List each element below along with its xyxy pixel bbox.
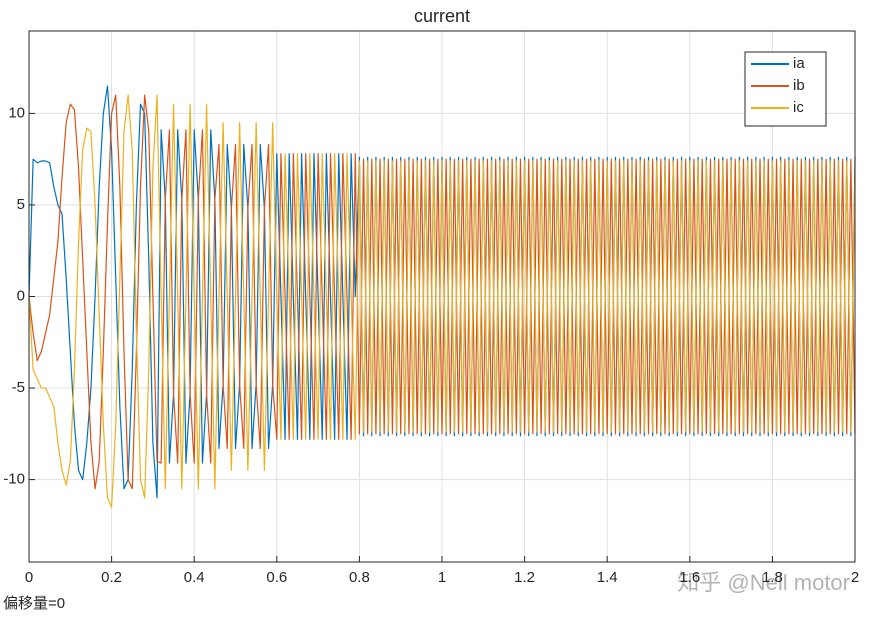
x-tick-label: 1.2	[514, 569, 535, 586]
x-tick-label: 0.6	[266, 569, 287, 586]
series-line	[28, 94, 856, 508]
x-tick-label: 0.8	[349, 569, 370, 586]
x-tick-label: 1.6	[679, 569, 700, 586]
x-tick-label: 1.4	[597, 569, 618, 586]
x-tick-label: 2	[851, 569, 859, 586]
x-tick-label: 0.2	[101, 569, 122, 586]
x-tick-label: 1.8	[762, 569, 783, 586]
legend: ia ib ic	[744, 51, 827, 127]
watermark: 知乎 @Neil motor	[677, 570, 850, 595]
legend-label: ia	[793, 55, 805, 72]
x-tick-label: 0	[25, 569, 33, 586]
y-tick-label: 5	[17, 196, 25, 213]
y-tick-label: -5	[12, 379, 25, 396]
y-tick-label: -10	[3, 471, 25, 488]
x-tick-label: 1	[438, 569, 446, 586]
chart-title: current	[414, 6, 470, 26]
legend-label: ib	[793, 77, 805, 94]
legend-label: ic	[793, 99, 804, 116]
lines	[28, 85, 856, 508]
x-tick-label: 0.4	[184, 569, 205, 586]
series-line	[28, 94, 856, 490]
y-tick-label: 10	[8, 104, 25, 121]
footer-text: 偏移量=0	[3, 595, 65, 612]
y-tick-label: 0	[17, 287, 25, 304]
